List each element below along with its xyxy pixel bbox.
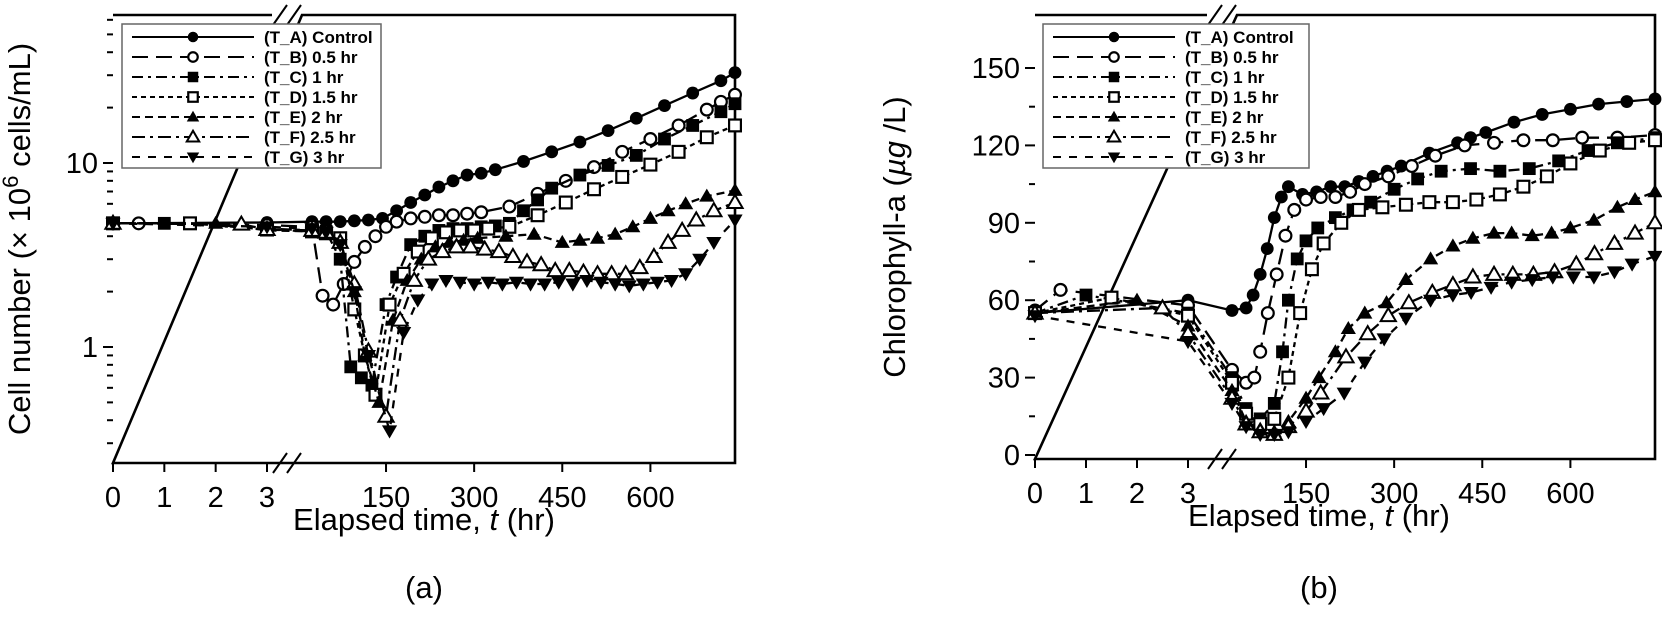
panel-b: 0 1 2 3 150 300 450 600 0 30 60 90 120 150 (T_A) Contr… — [831, 0, 1662, 633]
legend-item-T_G: (T_G) 3 hr — [132, 148, 345, 167]
axis-break-marks — [272, 4, 302, 474]
x-tick-label: 300 — [1370, 478, 1418, 510]
legend-label: (T_D) 1.5 hr — [1185, 88, 1279, 107]
series-line-T_A — [1034, 97, 1656, 315]
panel-b-caption: (b) — [1300, 570, 1338, 605]
legend-label: (T_E) 2 hr — [1185, 108, 1264, 127]
x-tick-label: 150 — [362, 482, 410, 514]
legend-label: (T_A) Control — [264, 28, 373, 47]
legend-label: (T_B) 0.5 hr — [1185, 48, 1279, 67]
legend-item-T_G: (T_G) 3 hr — [1053, 148, 1266, 167]
plot-border — [111, 13, 737, 465]
series-markers-T_C — [1028, 131, 1662, 426]
axis-break-marks — [1207, 4, 1237, 470]
x-tick-label: 600 — [626, 482, 674, 514]
legend-item-T_F: (T_F) 2.5 hr — [132, 128, 356, 147]
y-tick-label: 150 — [972, 53, 1020, 85]
series-line-T_B — [1034, 133, 1656, 385]
x-tick-label: 0 — [105, 482, 121, 514]
legend-label: (T_F) 2.5 hr — [1185, 128, 1277, 147]
legend-item-T_A: (T_A) Control — [1053, 28, 1294, 47]
series-markers-T_E — [1027, 184, 1662, 438]
plot-border — [1032, 13, 1657, 461]
chart-a: 0 1 2 3 150 300 450 600 1 10 (T_A) Control(T_B) 0.… — [0, 4, 745, 537]
y-tick-label: 90 — [988, 208, 1020, 240]
y-tick-labels: 0 30 60 90 120 150 — [972, 53, 1020, 472]
legend-item-T_B: (T_B) 0.5 hr — [132, 48, 358, 67]
legend-item-T_C: (T_C) 1 hr — [1053, 68, 1265, 87]
x-tick-labels: 0 1 2 3 150 300 450 600 — [105, 482, 675, 514]
x-tick-label: 450 — [538, 482, 586, 514]
legend-label: (T_B) 0.5 hr — [264, 48, 358, 67]
legend-item-T_A: (T_A) Control — [132, 28, 373, 47]
series-line-T_C — [113, 102, 736, 388]
y-tick-label: 1 — [82, 332, 98, 364]
x-tick-label: 3 — [1180, 478, 1196, 510]
x-tick-label: 3 — [259, 482, 275, 514]
x-tick-label: 150 — [1282, 478, 1330, 510]
y-axis-title: Chlorophyll-a (µg /L) — [877, 96, 912, 377]
legend-label: (T_E) 2 hr — [264, 108, 343, 127]
legend-item-T_D: (T_D) 1.5 hr — [132, 88, 358, 107]
legend: (T_A) Control(T_B) 0.5 hr(T_C) 1 hr(T_D)… — [1042, 23, 1310, 169]
legend-label: (T_F) 2.5 hr — [264, 128, 356, 147]
x-tick-label: 300 — [450, 482, 498, 514]
series-line-T_G — [1034, 255, 1656, 436]
y-tick-label: 10 — [66, 148, 98, 180]
legend-item-T_E: (T_E) 2 hr — [132, 108, 343, 127]
x-tick-label: 1 — [156, 482, 172, 514]
legend-item-T_B: (T_B) 0.5 hr — [1053, 48, 1279, 67]
x-axis-title: Elapsed time, t (hr) — [293, 502, 555, 537]
panel-a-caption: (a) — [405, 570, 443, 605]
y-tick-label: 30 — [988, 363, 1020, 395]
legend-item-T_F: (T_F) 2.5 hr — [1053, 128, 1277, 147]
legend: (T_A) Control(T_B) 0.5 hr(T_C) 1 hr(T_D)… — [121, 23, 382, 169]
y-tick-label: 60 — [988, 285, 1020, 317]
legend-item-T_D: (T_D) 1.5 hr — [1053, 88, 1279, 107]
series-group — [1025, 92, 1662, 442]
series-markers-T_D — [1028, 133, 1662, 432]
x-tick-label: 0 — [1027, 478, 1043, 510]
y-tick-label: 0 — [1004, 440, 1020, 472]
x-tick-label: 1 — [1078, 478, 1094, 510]
x-tick-label: 2 — [208, 482, 224, 514]
legend-label: (T_C) 1 hr — [264, 68, 344, 87]
x-tick-labels: 0 1 2 3 150 300 450 600 — [1027, 478, 1595, 510]
legend-label: (T_G) 3 hr — [1185, 148, 1266, 167]
legend-label: (T_A) Control — [1185, 28, 1294, 47]
x-axis-title: Elapsed time, t (hr) — [1188, 498, 1450, 533]
series-markers-T_G — [105, 214, 743, 439]
x-tick-label: 2 — [1129, 478, 1145, 510]
legend-label: (T_G) 3 hr — [264, 148, 345, 167]
legend-box — [1042, 23, 1310, 169]
series-markers-T_F — [103, 192, 745, 423]
series-markers-T_B — [105, 87, 742, 312]
y-tick-labels: 1 10 — [66, 148, 98, 364]
legend-label: (T_C) 1 hr — [1185, 68, 1265, 87]
series-markers-T_G — [1027, 250, 1662, 442]
series-line-T_C — [1034, 136, 1656, 421]
panel-a: 0 1 2 3 150 300 450 600 1 10 (T_A) Control (T_B) 0.… — [0, 4, 745, 605]
x-tick-label: 600 — [1546, 478, 1594, 510]
chart-b: 0 1 2 3 150 300 450 600 0 30 60 90 120 150 (T_A) Contr… — [877, 4, 1662, 533]
series-group — [103, 66, 745, 439]
legend-item-T_E: (T_E) 2 hr — [1053, 108, 1264, 127]
x-tick-label: 450 — [1458, 478, 1506, 510]
y-axis-title: Cell number (× 106 cells/mL) — [0, 43, 37, 435]
ticks — [1025, 67, 1572, 468]
ticks — [103, 18, 652, 472]
legend-item-T_C: (T_C) 1 hr — [132, 68, 344, 87]
y-tick-label: 120 — [972, 130, 1020, 162]
legend-label: (T_D) 1.5 hr — [264, 88, 358, 107]
